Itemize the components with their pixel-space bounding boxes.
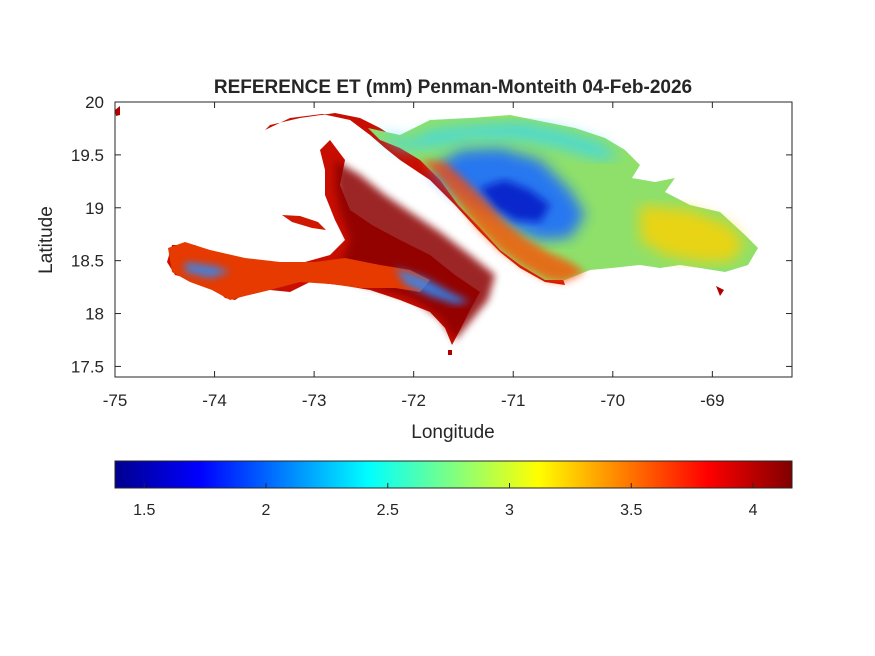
y-axis-label: Latitude [36,206,57,274]
colorbar-tick-label: 4 [749,502,758,519]
x-axis: -75 -74 -73 -72 -71 -70 -69 [103,102,725,410]
eastern-dr-warm-region [640,205,745,262]
southern-peninsula-region [168,242,430,300]
y-tick-label: 19.5 [71,146,104,165]
x-tick-label: -70 [601,391,626,410]
x-tick-label: -69 [700,391,725,410]
colorbar-tick-label: 3 [505,502,514,519]
y-tick-label: 17.5 [71,357,104,376]
x-tick-label: -72 [401,391,426,410]
y-tick-label: 20 [85,93,104,112]
x-axis-label: Longitude [411,422,494,443]
north-coast-cool-region [375,122,620,160]
central-cordillera-deep-region [480,180,550,222]
plot-area [114,101,793,378]
colorbar [114,460,793,489]
y-tick-label: 19 [85,199,104,218]
border-warm-band [420,160,585,282]
y-axis: 17.5 18 18.5 19 19.5 20 [71,93,792,376]
southern-peninsula-cool-streak [185,262,470,304]
y-tick-label: 18.5 [71,252,104,271]
colorbar-tick-label: 2 [262,502,271,519]
tortuga-island [282,215,326,230]
colorbar-tick-label: 2.5 [377,502,399,519]
x-tick-label: -74 [202,391,227,410]
colorbar-tick-label: 3.5 [620,502,642,519]
y-tick-label: 18 [85,305,104,324]
x-tick-label: -75 [103,391,128,410]
colorbar-tick-label: 1.5 [133,502,155,519]
chart-title: REFERENCE ET (mm) Penman-Monteith 04-Feb… [214,77,692,98]
x-tick-label: -73 [302,391,327,410]
map-layer [115,106,758,355]
x-tick-label: -71 [501,391,526,410]
colorbar-ticks: 1.5 2 2.5 3 3.5 4 [133,483,758,519]
